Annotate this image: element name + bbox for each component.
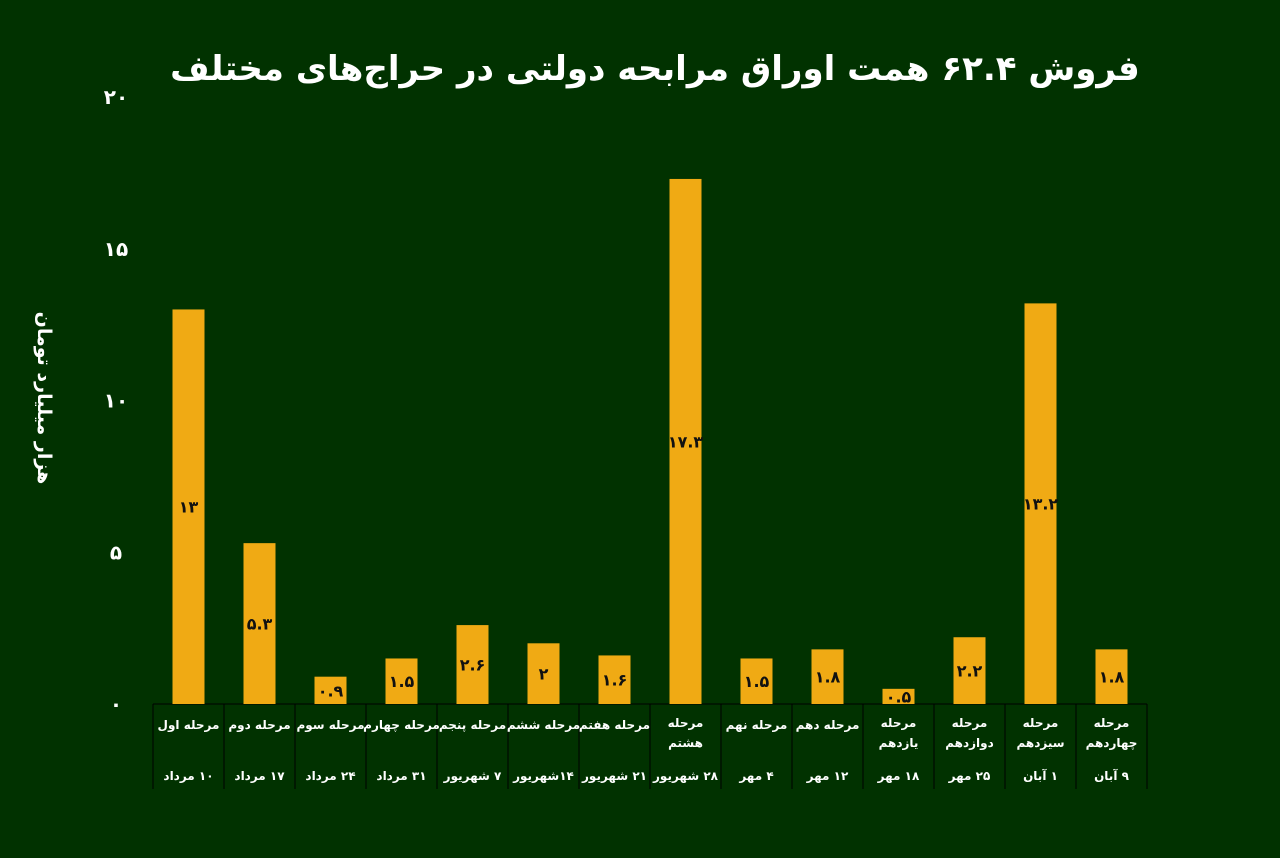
category-date-label: ۷ شهریور	[443, 769, 502, 784]
data-label: ۲	[539, 665, 549, 684]
category-date-label: ۱۷ مرداد	[234, 769, 285, 783]
category-date-label: ۹ آبان	[1094, 768, 1130, 783]
y-tick-label: ۱۰	[104, 389, 128, 413]
category-date-label: ۲۴ مرداد	[305, 769, 355, 783]
y-axis-label: هزار میلیارد تومان	[33, 312, 55, 485]
category-stage-label: یازدهم	[879, 736, 919, 750]
data-label: ۱.۸	[1099, 668, 1125, 687]
category-date-label: ۲۸ شهریور	[652, 769, 719, 784]
bar	[953, 637, 986, 704]
bar	[882, 688, 915, 704]
category-date-label: ۲۵ مهر	[948, 769, 991, 783]
data-label: ۰.۵	[886, 687, 912, 706]
y-tick-label: ۱۵	[104, 237, 128, 261]
category-date-label: ۱۴شهریور	[512, 769, 574, 784]
category-date-label: ۱۰ مرداد	[163, 769, 213, 783]
data-label: ۱.۸	[815, 668, 841, 687]
category-stage-label: هشتم	[668, 736, 703, 750]
category-stage-label: مرحله سوم	[296, 718, 364, 733]
bar	[172, 309, 205, 704]
category-stage-label: مرحله دهم	[796, 718, 860, 732]
category-date-label: ۱۸ مهر	[877, 769, 920, 783]
category-stage-label: مرحله پنجم	[439, 718, 506, 732]
category-date-label: ۲۱ شهریور	[581, 769, 647, 784]
bar	[1024, 303, 1057, 704]
bar	[811, 649, 844, 704]
category-date-label: ۱ آبان	[1023, 768, 1058, 783]
category-stage-label: مرحله	[952, 716, 988, 730]
bar	[456, 625, 489, 704]
category-date-label: ۳۱ مرداد	[376, 769, 426, 783]
data-label: ۵.۳	[247, 615, 273, 634]
category-stage-label: مرحله دوم	[228, 718, 290, 733]
bar	[740, 658, 773, 704]
category-stage-label: مرحله	[668, 716, 704, 730]
chart-title: فروش ۶۲.۴ همت اوراق مرابحه دولتی در حراج…	[170, 49, 1140, 89]
category-stage-label: دوازدهم	[945, 736, 994, 751]
category-date-label: ۴ مهر	[738, 769, 773, 783]
y-tick-label: ۰	[110, 692, 122, 716]
bar	[243, 543, 276, 704]
data-label: ۰.۹	[318, 681, 344, 700]
category-stage-label: سیزدهم	[1016, 736, 1064, 750]
category-labels: مرحله اول ۱۰ مرداد مرحله دوم ۱۷ مرداد مرحله …	[158, 716, 1138, 784]
bar	[598, 655, 631, 704]
category-stage-label: مرحله نهم	[726, 718, 788, 732]
category-stage-label: مرحله هفتم	[579, 718, 650, 732]
category-stage-label: چهاردهم	[1086, 736, 1138, 750]
bar	[385, 658, 418, 704]
data-label: ۲.۲	[957, 662, 983, 681]
category-stage-label: مرحله	[881, 716, 917, 730]
bar	[669, 178, 702, 704]
category-date-label: ۱۲ مهر	[806, 769, 849, 783]
data-label: ۱.۵	[389, 672, 415, 691]
y-axis-ticks: ۰ ۵ ۱۰ ۱۵ ۲۰	[104, 85, 128, 716]
data-label: ۱۷.۳	[668, 432, 704, 451]
category-stage-label: مرحله ششم	[507, 718, 580, 732]
y-tick-label: ۵	[110, 540, 122, 564]
bars: ۱۳ ۵.۳ ۰.۹ ۱.۵ ۲.۶ ۲ ۱.۶ ۱۷.۳ ۱.۵ ۱.۸ ۰.۵ ۲.۲ ۱۳.۲ ۱.…	[172, 178, 1128, 706]
bar	[314, 676, 347, 704]
category-stage-label: مرحله	[1023, 716, 1059, 730]
data-label: ۱۳	[179, 498, 199, 517]
category-stage-label: مرحله	[1094, 716, 1130, 730]
data-label: ۲.۶	[460, 656, 486, 675]
data-label: ۱.۶	[602, 671, 628, 690]
data-label: ۱.۵	[744, 672, 770, 691]
y-tick-label: ۲۰	[104, 85, 128, 109]
category-grid	[152, 703, 1148, 789]
category-stage-label: مرحله چهارم	[363, 718, 440, 733]
bar	[527, 643, 560, 704]
category-stage-label: مرحله اول	[158, 718, 220, 733]
data-label: ۱۳.۲	[1023, 495, 1059, 514]
bar	[1095, 649, 1128, 704]
